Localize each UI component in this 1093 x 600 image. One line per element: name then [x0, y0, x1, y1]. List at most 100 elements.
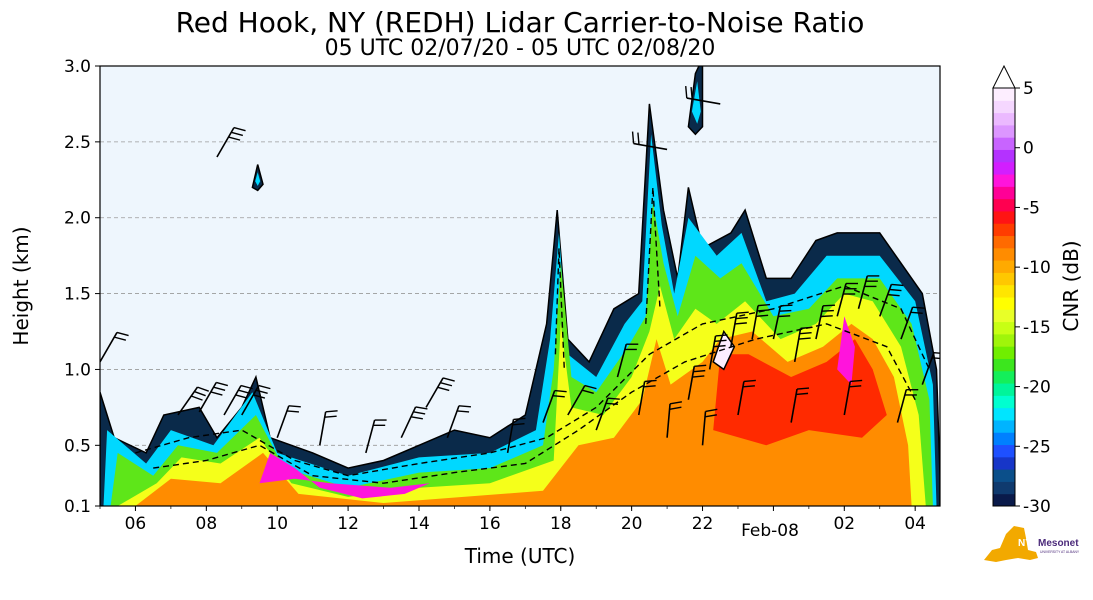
- wind-barb-flag: [607, 397, 620, 400]
- wind-barb-flag: [631, 131, 635, 144]
- wind-barb-flag: [796, 387, 810, 390]
- colorbar-segment: [993, 456, 1015, 470]
- wind-barb-flag: [235, 394, 248, 399]
- wind-barbs: [100, 66, 940, 454]
- wind-barb-flag: [440, 381, 453, 387]
- nys-mesonet-logo: NYS Mesonet UNIVERSITY AT ALBANY: [984, 526, 1080, 562]
- logo-text-small: UNIVERSITY AT ALBANY: [1040, 550, 1080, 554]
- wind-barb: [708, 66, 710, 67]
- colorbar-segment: [993, 346, 1015, 359]
- wind-barb-flag: [850, 379, 863, 383]
- colorbar-extend-arrow: [992, 64, 1016, 89]
- x-axis-date-label: Feb-08: [741, 521, 799, 541]
- colorbar-segment: [993, 161, 1015, 175]
- wind-barb-flag: [643, 385, 656, 388]
- wind-barb-flag: [410, 416, 423, 420]
- colorbar-segment: [993, 309, 1015, 323]
- colorbar-segment: [993, 174, 1015, 187]
- colorbar-label: CNR (dB): [1059, 240, 1083, 331]
- colorbar-segment: [993, 383, 1015, 396]
- wind-barb: [896, 389, 908, 423]
- wind-barb: [921, 352, 935, 385]
- colorbar-tick-label: -20: [1023, 378, 1051, 398]
- wind-barb: [595, 397, 609, 431]
- wind-barb: [633, 142, 668, 151]
- wind-barb-flag: [233, 126, 246, 132]
- wind-barb: [878, 284, 893, 317]
- colorbar-segment: [993, 321, 1015, 335]
- wind-barb: [637, 381, 646, 416]
- colorbar-segment: [993, 223, 1015, 237]
- colorbar-tick-label: -10: [1023, 258, 1051, 278]
- wind-barb: [857, 275, 869, 309]
- x-tick-label: 20: [621, 514, 643, 534]
- cnr-region: [837, 316, 855, 385]
- colorbar-segment: [993, 370, 1015, 384]
- colorbar: 5 0 -5 -10 -15 -20 -25 -30: [992, 64, 1051, 517]
- wind-barb: [790, 388, 798, 423]
- wind-barb: [815, 305, 824, 340]
- wind-barb-flag: [822, 304, 836, 307]
- wind-barb: [730, 313, 738, 347]
- wind-barb: [100, 332, 118, 363]
- wind-barb-flag: [736, 311, 749, 314]
- colorbar-tick-label: -5: [1023, 198, 1040, 218]
- wind-barb: [365, 419, 376, 454]
- wind-barb-flag: [799, 331, 812, 335]
- wind-barb: [198, 382, 217, 413]
- wind-barb: [616, 343, 628, 378]
- wind-barb: [241, 385, 260, 416]
- x-axis-label: Time (UTC): [464, 544, 576, 568]
- wind-barb: [793, 328, 802, 363]
- x-tick-label: 08: [196, 514, 218, 534]
- x-tick-label: 04: [904, 514, 926, 534]
- x-axis-ticks: 06 08 10 12 14 16 18 20 22 02 04: [99, 506, 926, 534]
- x-tick-label: 02: [833, 514, 855, 534]
- wind-barb-flag: [554, 389, 567, 393]
- colorbar-segment: [993, 284, 1015, 298]
- colorbar-segment: [993, 358, 1015, 372]
- wind-barb-flag: [780, 304, 793, 307]
- colorbar-segment: [993, 469, 1015, 482]
- wind-barb: [446, 405, 460, 438]
- wind-barb-flag: [743, 379, 756, 383]
- wind-barb-flag: [216, 381, 229, 387]
- wind-barb: [751, 305, 759, 340]
- x-tick-label: 18: [550, 514, 572, 534]
- wind-barb-flag: [255, 389, 268, 395]
- wind-barb-flag: [889, 288, 902, 292]
- cnr-region: [255, 172, 261, 186]
- cnr-region: [712, 329, 736, 371]
- wind-barb: [400, 406, 417, 439]
- wind-barb-flag: [756, 314, 769, 318]
- colorbar-segment: [993, 186, 1015, 200]
- y-axis-ticks: 0.1 0.5 1.0 1.5 2.0 2.5 3.0: [64, 57, 100, 517]
- wind-barb: [223, 385, 242, 416]
- wind-barb-flag: [605, 402, 618, 406]
- wind-barb-flag: [415, 406, 428, 410]
- wind-barb-flag: [800, 326, 813, 330]
- wind-barb-flag: [931, 357, 940, 360]
- colorbar-segment: [993, 333, 1015, 347]
- cnr-contour-line: [554, 248, 565, 370]
- wind-barb-flag: [457, 410, 470, 413]
- wind-barb: [666, 403, 671, 438]
- y-tick-label: 0.5: [64, 436, 91, 456]
- wind-barb: [216, 127, 235, 158]
- wind-barb-flag: [288, 405, 301, 408]
- wind-barb-flag: [690, 86, 693, 100]
- y-tick-label: 1.0: [64, 360, 91, 380]
- wind-barb-flag: [213, 386, 226, 391]
- wind-barb-flag: [437, 386, 450, 392]
- wind-barb: [701, 411, 707, 446]
- colorbar-segment: [993, 149, 1015, 163]
- y-tick-label: 2.0: [64, 209, 91, 229]
- wind-barb: [318, 411, 327, 446]
- colorbar-tick-label: 5: [1023, 79, 1034, 99]
- wind-barb-flag: [692, 375, 705, 378]
- wind-barb-flag: [796, 392, 809, 396]
- x-tick-label: 16: [479, 514, 501, 534]
- wind-barb-flag: [258, 384, 271, 390]
- wind-barb-flag: [704, 414, 717, 418]
